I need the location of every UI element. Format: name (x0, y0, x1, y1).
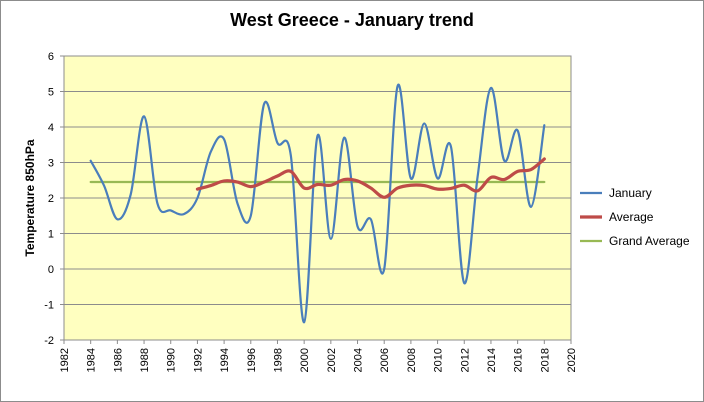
y-axis-label: Temperature 850hPa (23, 139, 37, 256)
x-tick-label: 2012 (459, 348, 471, 372)
y-tick-label: 5 (48, 87, 54, 99)
x-tick-label: 2006 (379, 348, 391, 372)
x-tick-label: 1982 (59, 348, 71, 372)
x-tick-label: 2014 (486, 348, 498, 372)
x-tick-label: 1994 (219, 348, 231, 372)
y-tick-label: 2 (48, 193, 54, 205)
x-tick-label: 2008 (406, 348, 418, 372)
x-tick-label: 1986 (112, 348, 124, 372)
x-axis-tick-labels: 1982 1984 1986 1988 1990 1992 1994 1996 1998 2000… (59, 348, 578, 372)
chart-title: West Greece - January trend (230, 10, 474, 30)
y-axis-tick-labels: -2 -1 0 1 2 3 4 5 6 (44, 51, 54, 347)
legend-label-grand-average: Grand Average (609, 234, 690, 248)
x-tick-label: 1988 (139, 348, 151, 372)
x-tick-label: 2020 (566, 348, 578, 372)
x-tick-label: 1996 (246, 348, 258, 372)
y-tick-label: 4 (48, 122, 54, 134)
series-line-january (89, 83, 546, 324)
x-tick-label: 2018 (539, 348, 551, 372)
x-tick-label: 2016 (513, 348, 525, 372)
x-tick-label: 1984 (86, 348, 98, 372)
legend-label-january: January (609, 186, 652, 200)
y-tick-label: 6 (48, 51, 54, 63)
legend: January Average Grand Average (580, 186, 690, 248)
x-tick-label: 2004 (353, 348, 365, 372)
y-tick-label: -2 (44, 335, 54, 347)
y-tick-label: -1 (44, 300, 54, 312)
series-lines (89, 83, 546, 324)
legend-label-average: Average (609, 210, 654, 224)
y-tick-label: 3 (48, 158, 54, 170)
x-tick-label: 2000 (299, 348, 311, 372)
gridlines (60, 55, 572, 344)
series-line-average (195, 157, 546, 199)
x-tick-label: 2002 (326, 348, 338, 372)
x-tick-label: 1992 (192, 348, 204, 372)
x-tick-label: 1990 (166, 348, 178, 372)
x-tick-label: 1998 (272, 348, 284, 372)
y-tick-label: 0 (48, 264, 54, 276)
x-tick-label: 2010 (433, 348, 445, 372)
y-tick-label: 1 (48, 229, 54, 241)
